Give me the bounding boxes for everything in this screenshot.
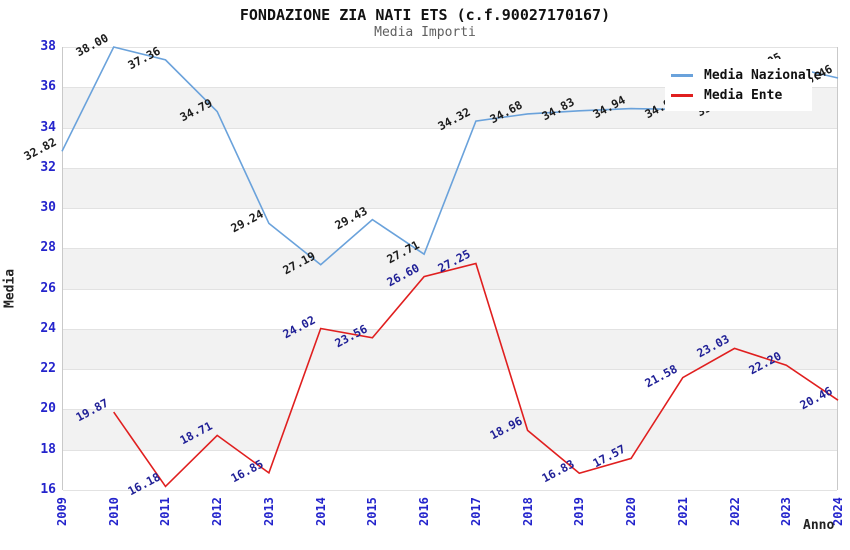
y-tick-label: 38 xyxy=(40,39,56,54)
plot-band xyxy=(63,208,837,249)
gridline xyxy=(63,328,837,330)
y-tick-label: 20 xyxy=(40,401,56,417)
y-tick-label: 30 xyxy=(40,200,56,216)
gridline xyxy=(63,208,837,210)
y-tick-label: 34 xyxy=(40,119,56,135)
gridline xyxy=(63,248,837,250)
gridline xyxy=(63,288,837,290)
plot-band xyxy=(63,288,837,329)
x-axis-title: Anno xyxy=(803,518,835,533)
legend-item-media-ente: Media Ente xyxy=(671,85,804,105)
y-tick-label: 36 xyxy=(40,79,56,95)
chart-subtitle: Media Importi xyxy=(374,25,476,40)
y-tick-label: 26 xyxy=(40,280,56,296)
series-line-media-ente xyxy=(113,262,839,488)
plot-band xyxy=(63,248,837,289)
gridline xyxy=(63,449,837,451)
y-tick-label: 22 xyxy=(40,361,56,377)
gridline xyxy=(63,127,837,129)
legend-label: Media Ente xyxy=(704,87,783,103)
gridline xyxy=(63,87,837,89)
y-tick-label: 24 xyxy=(40,320,56,336)
gridline xyxy=(63,47,837,48)
y-tick-label: 18 xyxy=(40,441,56,457)
chart-title: FONDAZIONE ZIA NATI ETS (c.f.90027170167… xyxy=(239,6,611,24)
plot-band xyxy=(63,127,837,168)
plot-band xyxy=(63,409,837,450)
legend: Media Nazionale Media Ente xyxy=(665,59,821,111)
legend-line-sample-blue xyxy=(671,73,693,77)
legend-item-media-nazionale: Media Nazionale xyxy=(671,65,821,85)
gridline xyxy=(63,490,837,491)
y-tick-label: 32 xyxy=(40,159,56,175)
gridline xyxy=(63,409,837,411)
gridline xyxy=(63,369,837,371)
y-tick-label: 28 xyxy=(40,240,56,256)
plot-band xyxy=(63,369,837,410)
legend-label: Media Nazionale xyxy=(704,67,822,83)
gridline xyxy=(63,167,837,169)
legend-line-sample-red xyxy=(671,93,693,97)
y-tick-label: 16 xyxy=(40,482,56,497)
plot-band xyxy=(63,449,837,490)
